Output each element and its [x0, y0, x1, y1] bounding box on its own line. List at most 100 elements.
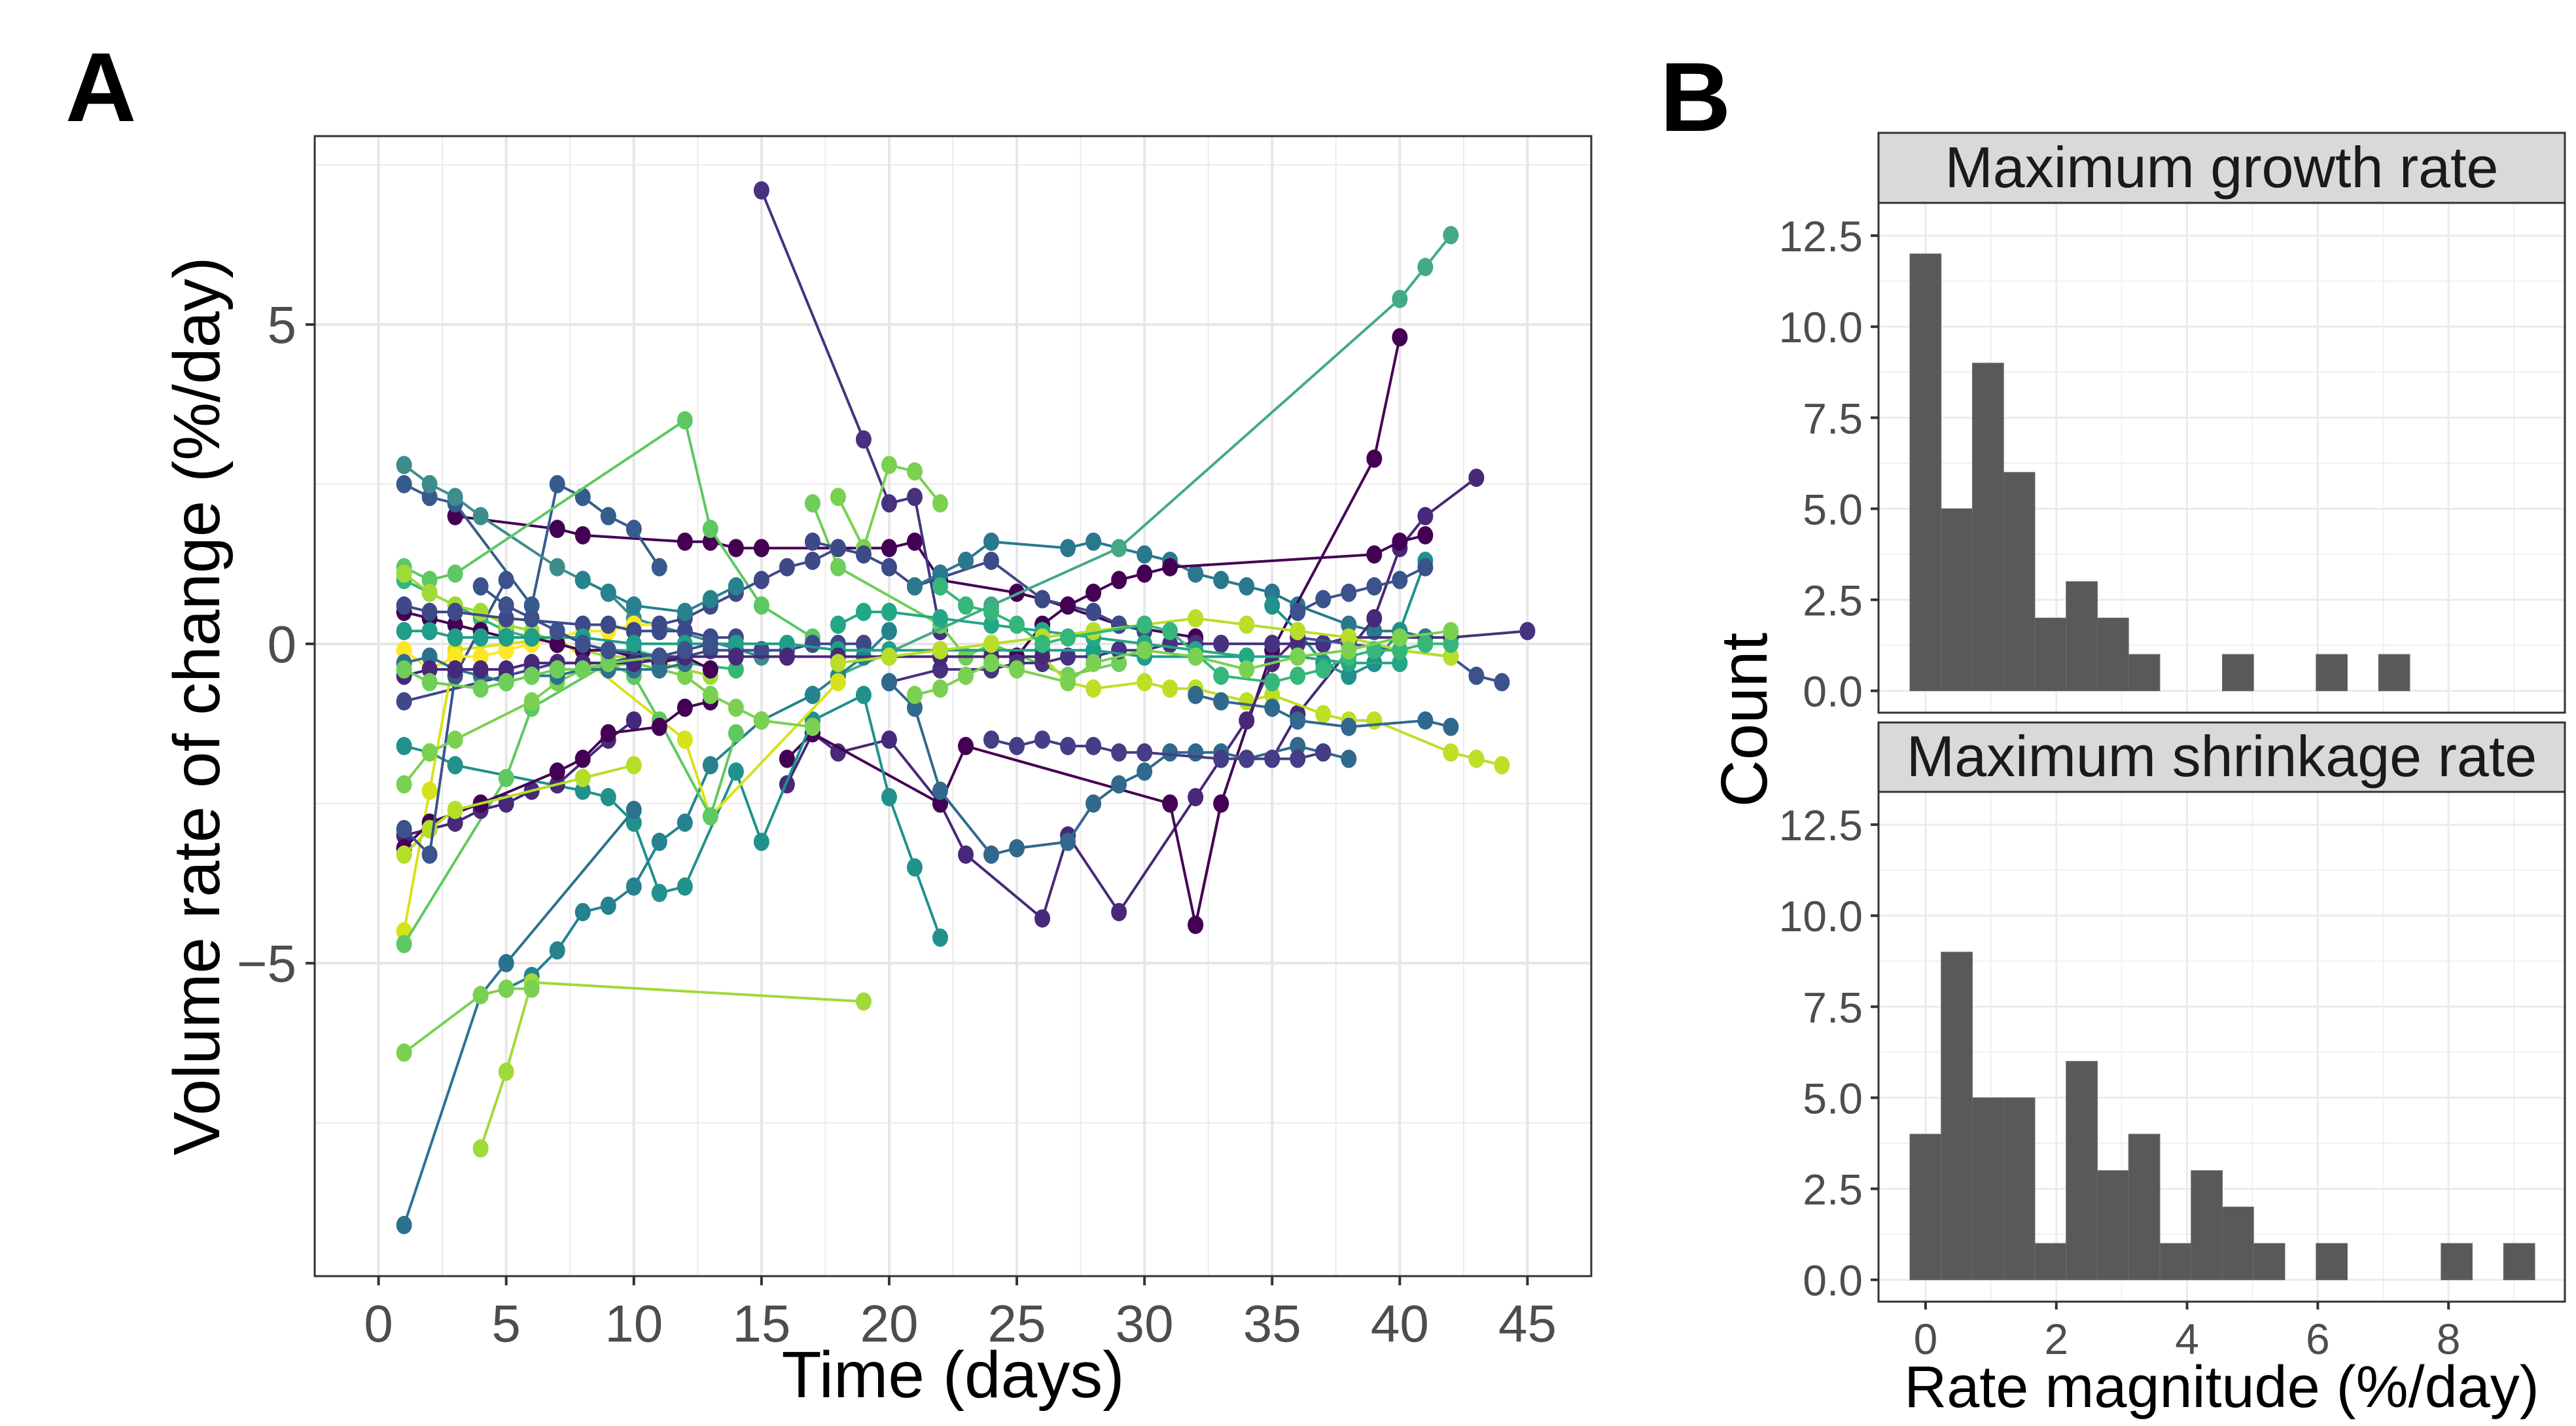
data-point [1392, 641, 1408, 660]
data-point [1341, 666, 1357, 685]
data-point [1085, 654, 1102, 673]
data-point [549, 474, 565, 493]
histogram-bar [2034, 617, 2067, 692]
data-point [804, 685, 820, 704]
data-point [626, 622, 642, 641]
data-point [472, 603, 489, 622]
data-point [1341, 749, 1357, 768]
histogram-bar [2378, 654, 2410, 692]
data-point [600, 724, 616, 743]
data-point [779, 634, 795, 653]
data-point [1341, 615, 1357, 634]
data-point [523, 654, 540, 673]
data-point [1009, 615, 1025, 634]
data-point [523, 666, 540, 685]
data-point [702, 685, 718, 704]
data-point [549, 558, 565, 577]
data-point [549, 941, 565, 960]
data-point [906, 577, 923, 596]
series-line [403, 987, 532, 1054]
data-point [1009, 839, 1025, 858]
data-point [1213, 794, 1229, 813]
data-point [804, 494, 820, 513]
data-point [779, 749, 795, 768]
x-tick-label: 4 [2175, 1315, 2199, 1363]
data-point [677, 641, 693, 660]
data-point [447, 564, 463, 583]
histogram-bar [1941, 952, 1973, 1281]
data-point [523, 628, 540, 647]
strip-background [1877, 721, 2566, 793]
data-point [1060, 832, 1076, 851]
data-point [932, 928, 948, 947]
data-point [1264, 749, 1280, 768]
data-point [626, 813, 642, 832]
series-s52 [906, 622, 1459, 704]
data-point [1315, 660, 1332, 679]
data-point [1060, 736, 1076, 755]
histogram-bar [1971, 1097, 2004, 1281]
data-point [1468, 749, 1485, 768]
data-point [651, 883, 667, 902]
data-point [549, 762, 565, 781]
data-point [1443, 226, 1459, 245]
data-point [1239, 749, 1255, 768]
data-point [396, 935, 412, 954]
data-point [1417, 507, 1434, 526]
data-point [728, 577, 744, 596]
data-point [983, 654, 1000, 673]
data-point [753, 711, 769, 730]
data-point [447, 603, 463, 622]
data-point [983, 615, 1000, 634]
data-point [1264, 685, 1280, 704]
panel-a-axes: 0 5 10 15 20 25 30 35 40 45 −5 0 5 [237, 296, 1557, 1353]
data-point [1239, 647, 1255, 666]
data-point [651, 832, 667, 851]
series-line [479, 981, 864, 1149]
x-tick-label: 0 [1914, 1315, 1938, 1363]
data-point [983, 603, 1000, 622]
data-point [1392, 328, 1408, 347]
data-point [906, 685, 923, 704]
y-tick-label: 7.5 [1803, 394, 1863, 442]
data-point [702, 660, 718, 679]
data-point [574, 571, 591, 590]
data-point [1162, 743, 1178, 762]
data-point [447, 660, 463, 679]
y-tick-label: 2.5 [1803, 577, 1863, 625]
data-point [651, 558, 667, 577]
data-point [1392, 532, 1408, 551]
data-point [1315, 590, 1332, 609]
data-point [677, 532, 693, 551]
data-point [523, 596, 540, 615]
x-tick-label: 45 [1498, 1294, 1557, 1353]
data-point [600, 896, 616, 915]
data-point [830, 488, 846, 507]
series-s48 [472, 577, 718, 666]
data-point [1443, 717, 1459, 736]
data-point [498, 979, 514, 998]
data-point [396, 455, 412, 474]
data-point [983, 532, 1000, 551]
data-point [421, 647, 438, 666]
y-tick-label: 5 [268, 296, 297, 354]
panel-a-series [396, 181, 1536, 1234]
data-point [574, 749, 591, 768]
x-tick-label: 15 [732, 1294, 790, 1353]
data-point [932, 641, 948, 660]
x-tick-label: 5 [491, 1294, 521, 1353]
data-point [1290, 666, 1306, 685]
data-point [472, 647, 489, 666]
data-point [1213, 749, 1229, 768]
data-point [1085, 583, 1102, 602]
data-point [626, 654, 642, 673]
data-point [498, 954, 514, 972]
data-point [1162, 679, 1178, 698]
data-point [1417, 526, 1434, 544]
data-point [855, 603, 872, 622]
data-point [498, 673, 514, 692]
data-point [906, 698, 923, 717]
data-point [677, 603, 693, 622]
data-point [881, 622, 897, 641]
data-point [574, 660, 591, 679]
